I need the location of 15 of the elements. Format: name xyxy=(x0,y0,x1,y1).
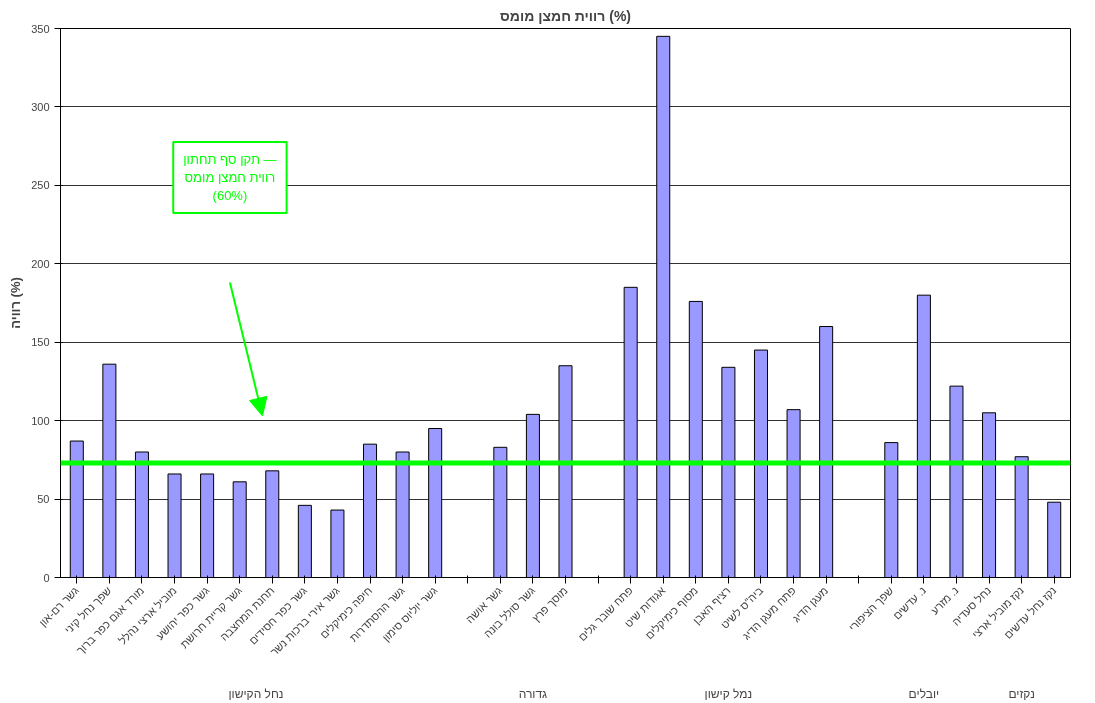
y-tick-label: 50 xyxy=(37,493,50,506)
y-tick-label: 300 xyxy=(31,100,50,113)
y-tick-label: 100 xyxy=(31,414,50,427)
chart-title: רווית חמצן מומס (%) xyxy=(500,7,632,24)
y-tick-label: 350 xyxy=(31,22,50,35)
text: נחל הקישון xyxy=(228,686,284,701)
text: יובלים xyxy=(908,686,940,701)
y-axis-title: רוויה (%) xyxy=(8,277,24,329)
text: נמל קישון xyxy=(704,686,753,701)
y-tick-label: 250 xyxy=(31,179,50,192)
y-tick-label: 150 xyxy=(31,336,50,349)
y-tick-label: 200 xyxy=(31,257,50,270)
y-tick-label: 0 xyxy=(43,571,50,584)
text: גדורה xyxy=(518,686,548,701)
text: נקזים xyxy=(1008,686,1035,701)
